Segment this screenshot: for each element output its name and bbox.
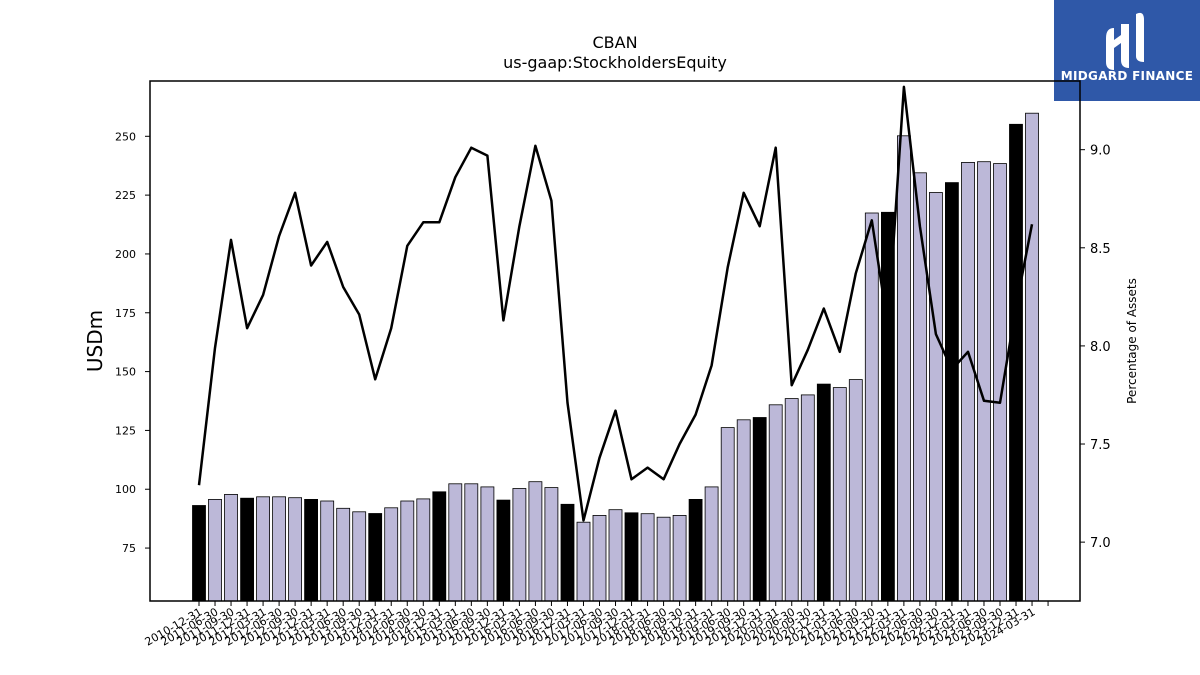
bar [752,417,767,602]
bar [256,496,271,602]
y2-tick-label: 8.5 [1090,242,1111,257]
bar [272,496,287,602]
bar [656,516,671,602]
bar [768,404,783,602]
y-tick-label: 225 [115,189,136,202]
bar [977,161,991,602]
bar [208,498,222,602]
bar [432,491,447,602]
y-axis-label: USDm [83,310,107,372]
bar [848,379,863,602]
y2-axis-label: Percentage of Assets [1125,278,1139,404]
bar [704,486,719,602]
bar [400,500,415,602]
y2-tick-label: 8.0 [1090,340,1111,355]
bar [624,512,639,602]
bar [544,487,559,602]
bar [592,515,607,602]
y-tick-label: 250 [115,130,136,143]
bar [416,498,431,602]
bar [304,498,319,602]
y2-tick-label: 7.0 [1090,536,1111,551]
brand-logo: MIDGARD FINANCE [1054,0,1200,101]
bar [384,507,399,602]
y-tick-label: 175 [115,307,136,320]
brand-name: MIDGARD FINANCE [1060,69,1194,83]
bar [913,172,927,602]
bar [640,513,655,602]
bar [288,497,303,602]
y-tick-label: 200 [115,248,136,261]
bar [480,486,495,602]
y-tick-label: 100 [115,483,136,496]
bar [368,513,383,602]
bar [800,394,815,602]
bar [464,483,479,602]
bar [864,212,879,602]
y-tick-label: 150 [115,366,136,379]
bar [336,507,351,602]
bar [1009,123,1023,602]
mf-logo-icon [1106,12,1144,70]
bar [929,192,943,602]
bar [496,499,511,602]
bar [224,493,238,602]
bar [672,515,687,602]
bar [608,509,623,602]
chart-subtitle: us-gaap:StockholdersEquity [503,53,727,72]
bar [192,505,206,602]
y-tick-label: 75 [122,542,136,555]
plot-frame [149,80,1081,602]
bar [688,498,703,602]
bar [816,383,831,602]
bar [528,481,543,602]
bar [448,483,463,602]
bar [576,521,591,602]
bar [352,511,367,602]
bar [736,419,751,602]
bar [240,497,255,602]
bar [832,387,847,602]
bar [512,488,527,602]
bar [320,500,335,602]
bar [945,182,959,602]
bar [720,427,735,602]
bar [560,503,575,602]
y-tick-label: 125 [115,424,136,437]
bar [1025,112,1039,602]
chart-title: CBAN [592,33,637,52]
y2-tick-label: 7.5 [1090,438,1111,453]
bar [961,161,975,602]
bar [784,398,799,602]
bar [897,135,911,602]
percentage-line [197,85,1034,522]
y2-tick-label: 9.0 [1090,144,1111,159]
